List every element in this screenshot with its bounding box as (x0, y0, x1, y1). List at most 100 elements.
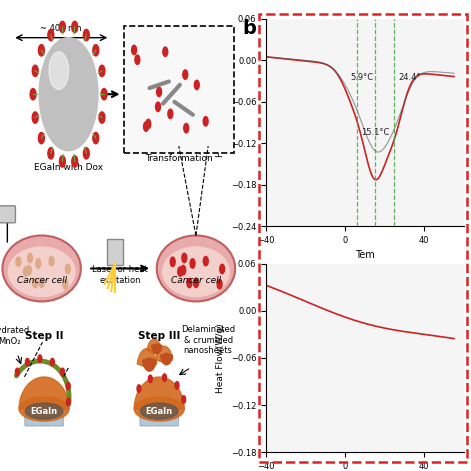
Circle shape (49, 256, 54, 266)
Circle shape (157, 87, 162, 97)
Circle shape (194, 278, 198, 287)
Circle shape (28, 253, 32, 263)
Circle shape (36, 259, 41, 268)
Circle shape (32, 278, 38, 288)
Circle shape (203, 117, 208, 126)
Circle shape (144, 122, 148, 131)
Circle shape (182, 253, 187, 263)
Ellipse shape (25, 403, 63, 419)
Circle shape (190, 259, 195, 268)
Circle shape (175, 382, 179, 389)
Text: Laser or heat
excitation: Laser or heat excitation (92, 265, 148, 284)
Circle shape (72, 21, 78, 32)
Circle shape (219, 264, 225, 274)
Circle shape (99, 65, 105, 76)
Circle shape (163, 47, 168, 57)
Text: EGaIn: EGaIn (146, 406, 173, 415)
Ellipse shape (25, 409, 63, 425)
Wedge shape (138, 349, 156, 367)
Circle shape (66, 398, 71, 406)
Polygon shape (19, 377, 69, 409)
Text: 5.9°C: 5.9°C (350, 73, 374, 81)
Ellipse shape (157, 236, 235, 301)
Circle shape (16, 368, 19, 376)
Ellipse shape (2, 236, 81, 301)
Circle shape (32, 112, 38, 123)
Circle shape (16, 257, 21, 267)
Circle shape (93, 132, 99, 144)
Circle shape (93, 45, 99, 56)
Polygon shape (134, 377, 184, 409)
Text: Hydrated
MnO₂: Hydrated MnO₂ (0, 326, 29, 346)
Circle shape (39, 278, 44, 287)
Text: 24.4°: 24.4° (398, 73, 421, 81)
Circle shape (170, 257, 175, 267)
Circle shape (66, 382, 70, 390)
Circle shape (60, 368, 65, 376)
Ellipse shape (8, 247, 75, 297)
Text: 15.1°C: 15.1°C (361, 128, 390, 137)
Circle shape (162, 374, 166, 382)
Circle shape (195, 80, 199, 89)
Circle shape (25, 358, 29, 366)
Text: Step II: Step II (25, 331, 63, 341)
Circle shape (99, 112, 105, 123)
Text: b: b (243, 19, 256, 38)
Circle shape (48, 29, 54, 41)
Circle shape (101, 89, 107, 100)
Circle shape (187, 278, 192, 288)
Text: ~ 400 nm: ~ 400 nm (41, 24, 82, 32)
X-axis label: Tem: Tem (355, 251, 375, 260)
Ellipse shape (140, 403, 178, 419)
Circle shape (178, 267, 183, 276)
Circle shape (83, 148, 89, 159)
Circle shape (148, 375, 152, 382)
Wedge shape (152, 344, 162, 354)
Circle shape (168, 109, 173, 119)
Circle shape (131, 45, 137, 55)
Circle shape (59, 21, 65, 32)
Circle shape (50, 358, 54, 366)
Ellipse shape (134, 397, 184, 421)
Circle shape (137, 385, 141, 392)
Circle shape (30, 89, 36, 100)
Circle shape (72, 156, 78, 167)
Text: Cancer cell: Cancer cell (16, 276, 67, 284)
Circle shape (39, 45, 44, 56)
Text: Step III: Step III (138, 331, 180, 341)
Circle shape (49, 52, 69, 89)
FancyBboxPatch shape (140, 412, 179, 426)
Ellipse shape (19, 397, 69, 421)
Wedge shape (155, 346, 172, 363)
Circle shape (183, 70, 188, 79)
Text: Morphology
Transformation: Morphology Transformation (145, 144, 213, 163)
Circle shape (181, 266, 186, 275)
Circle shape (39, 132, 44, 144)
Circle shape (184, 123, 189, 133)
FancyBboxPatch shape (124, 26, 234, 153)
Text: Delaminated
& crumbled
nanosheets: Delaminated & crumbled nanosheets (181, 325, 235, 355)
Ellipse shape (162, 247, 229, 297)
FancyBboxPatch shape (0, 206, 16, 223)
Circle shape (24, 267, 28, 276)
Circle shape (135, 55, 140, 65)
Y-axis label: Heat Flow(W/g): Heat Flow(W/g) (216, 88, 225, 157)
Circle shape (63, 279, 68, 289)
Circle shape (182, 396, 186, 403)
Circle shape (59, 156, 65, 167)
Circle shape (155, 102, 161, 112)
Circle shape (217, 279, 222, 289)
Circle shape (146, 119, 151, 129)
Wedge shape (147, 339, 162, 353)
Text: Cancer cell: Cancer cell (171, 276, 221, 284)
Wedge shape (143, 358, 156, 371)
Y-axis label: Heat Flow(W/g): Heat Flow(W/g) (216, 323, 225, 393)
Circle shape (203, 256, 208, 266)
FancyBboxPatch shape (25, 412, 63, 426)
Ellipse shape (140, 409, 178, 425)
Circle shape (26, 266, 32, 275)
Circle shape (65, 264, 70, 274)
Circle shape (39, 38, 98, 151)
Text: EGaIn with Dox: EGaIn with Dox (34, 162, 103, 171)
Circle shape (32, 65, 38, 76)
